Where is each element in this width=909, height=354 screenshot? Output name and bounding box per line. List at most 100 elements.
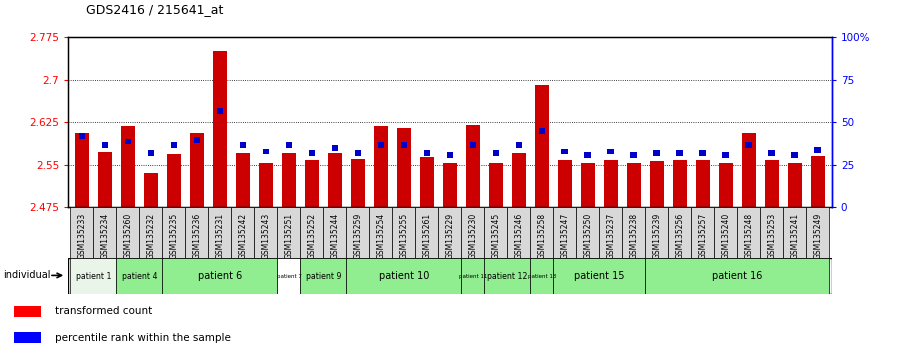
Bar [535,85,549,207]
Bar [558,160,572,207]
Bar [512,153,525,207]
Bar [420,157,434,207]
Bar [515,142,523,148]
Bar [308,150,315,156]
Text: patient 1: patient 1 [75,272,111,281]
Bar [484,258,531,294]
Bar [125,138,132,144]
Bar [719,164,733,207]
Bar [714,207,737,258]
Bar [784,207,806,258]
Bar [14,306,41,317]
Bar [446,152,454,158]
Bar [806,207,829,258]
Bar [328,153,342,207]
Bar [305,160,319,207]
Bar [623,207,645,258]
Bar [462,258,484,294]
Bar [654,150,661,156]
Text: patient 12: patient 12 [487,272,527,281]
Bar [116,258,163,294]
Bar [792,152,798,158]
Bar [470,142,476,148]
Bar [700,150,706,156]
Bar [742,133,756,207]
Bar [171,142,177,148]
Bar [71,258,116,294]
Bar [424,150,430,156]
Bar [194,137,200,143]
Text: GSM135232: GSM135232 [146,213,155,259]
Text: patient 16: patient 16 [713,271,763,281]
Bar [788,163,802,207]
Bar [765,160,779,207]
Bar [94,207,116,258]
Bar [814,147,822,153]
Bar [443,163,457,207]
Text: patient 6: patient 6 [198,271,242,281]
Text: GSM135231: GSM135231 [215,213,225,259]
Text: GSM135261: GSM135261 [423,213,432,259]
Bar [332,145,338,151]
Text: GSM135255: GSM135255 [399,213,408,259]
Text: GSM135257: GSM135257 [698,213,707,259]
Bar [668,207,692,258]
Bar [599,207,623,258]
Bar [163,258,277,294]
Bar [631,152,637,158]
Text: patient 9: patient 9 [305,272,341,281]
Text: GSM135237: GSM135237 [606,213,615,259]
Bar [676,150,684,156]
Bar [346,258,462,294]
Bar [14,332,41,343]
Bar [185,207,208,258]
Bar [811,156,824,207]
Text: GSM135246: GSM135246 [514,213,524,259]
Bar [263,149,269,154]
Text: patient 15: patient 15 [574,271,624,281]
Bar [285,142,293,148]
Bar [673,160,687,207]
Text: GSM135240: GSM135240 [722,213,731,259]
Bar [282,153,295,207]
Text: GSM135233: GSM135233 [77,213,86,259]
Bar [393,207,415,258]
Bar [627,163,641,207]
Bar [489,163,503,207]
Text: GSM135230: GSM135230 [468,213,477,259]
Text: GSM135229: GSM135229 [445,213,454,259]
Bar [239,142,246,148]
Text: GSM135252: GSM135252 [307,213,316,259]
Bar [102,142,108,148]
Bar [75,133,89,207]
Text: patient 13: patient 13 [528,274,556,279]
Bar [255,207,277,258]
Bar [696,160,710,207]
Bar [554,207,576,258]
Bar [531,258,554,294]
Text: GSM135242: GSM135242 [238,213,247,259]
Bar [277,258,301,294]
Bar [139,207,163,258]
Text: GSM135256: GSM135256 [675,213,684,259]
Bar [236,153,250,207]
Bar [576,207,599,258]
Bar [144,173,158,207]
Bar [737,207,761,258]
Text: GSM135239: GSM135239 [653,213,662,259]
Bar [531,207,554,258]
Bar [466,125,480,207]
Text: GSM135243: GSM135243 [262,213,271,259]
Bar [167,154,181,207]
Text: percentile rank within the sample: percentile rank within the sample [55,333,230,343]
Text: patient 10: patient 10 [379,271,429,281]
Bar [190,133,204,207]
Text: GSM135248: GSM135248 [744,213,754,259]
Text: GSM135247: GSM135247 [561,213,569,259]
Text: GSM135254: GSM135254 [376,213,385,259]
Text: GSM135234: GSM135234 [101,213,109,259]
Bar [71,207,94,258]
Text: GSM135260: GSM135260 [124,213,133,259]
Bar [216,108,224,114]
Bar [208,207,232,258]
